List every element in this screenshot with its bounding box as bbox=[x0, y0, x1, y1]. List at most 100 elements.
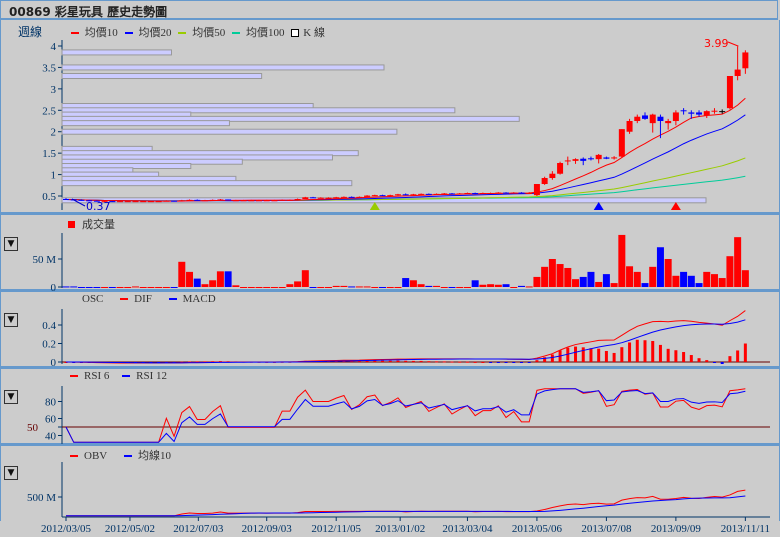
candle-body bbox=[587, 158, 594, 160]
obv-line bbox=[66, 489, 746, 517]
volume-bar bbox=[502, 284, 510, 287]
candle-body bbox=[665, 121, 672, 124]
macd-panel-menu-button[interactable]: ▼ bbox=[4, 313, 18, 327]
candle-body bbox=[209, 199, 216, 201]
legend-ma10[interactable]: 均價10 bbox=[70, 27, 118, 39]
price-axis-tick-label: 2 bbox=[51, 127, 57, 139]
volume-bar bbox=[355, 286, 363, 288]
obv-panel-menu-button[interactable]: ▼ bbox=[4, 466, 18, 480]
osc-bar bbox=[705, 360, 709, 362]
volume-axis-tick-label: 0 bbox=[51, 282, 57, 294]
volume-bar bbox=[139, 287, 147, 288]
legend-obv[interactable]: OBV bbox=[70, 450, 107, 462]
candle-body bbox=[201, 200, 208, 202]
osc-bar bbox=[489, 362, 493, 363]
volume-panel-menu-button[interactable]: ▼ bbox=[4, 237, 18, 251]
low-price-label: 0.37 bbox=[86, 200, 111, 213]
legend-dif[interactable]: DIF bbox=[120, 293, 152, 305]
candle-body bbox=[348, 196, 355, 198]
candle-body bbox=[703, 111, 710, 116]
volume-bar bbox=[548, 259, 556, 287]
osc-bar bbox=[427, 361, 431, 363]
legend-ma20[interactable]: 均價20 bbox=[124, 27, 172, 39]
volume-bar bbox=[332, 285, 340, 287]
candle-body bbox=[124, 201, 131, 203]
x-tick-label: 2013/09/09 bbox=[651, 523, 702, 535]
price-axis-tick-label: 1 bbox=[51, 170, 57, 182]
candle-body bbox=[626, 121, 633, 132]
rsi6-line bbox=[65, 388, 746, 443]
volume-bar bbox=[680, 271, 688, 287]
volume-bar bbox=[240, 287, 248, 288]
volume-bar bbox=[216, 271, 224, 287]
volume-bar bbox=[309, 287, 317, 288]
volume-bar bbox=[286, 284, 294, 287]
price-axis-tick-label: 2.5 bbox=[42, 105, 56, 117]
legend-osc[interactable]: OSC bbox=[82, 293, 104, 305]
volume-axis-tick-label: 50 M bbox=[32, 254, 56, 266]
macd-axis-tick-label: 0 bbox=[51, 357, 57, 369]
legend-ma100[interactable]: 均價100 bbox=[232, 27, 285, 39]
candle-body bbox=[310, 197, 317, 199]
volume-bar bbox=[572, 279, 580, 287]
legend-ma50[interactable]: 均價50 bbox=[178, 27, 225, 39]
x-tick-label: 2012/09/03 bbox=[242, 523, 293, 535]
price-axis-tick-label: 1.5 bbox=[42, 148, 56, 160]
legend-kline[interactable]: K 線 bbox=[291, 27, 325, 39]
volume-bar bbox=[734, 237, 742, 287]
x-tick-label: 2012/05/02 bbox=[105, 523, 155, 535]
volume-bar bbox=[695, 283, 703, 287]
osc-bar bbox=[350, 360, 354, 362]
osc-bar bbox=[736, 350, 740, 362]
legend-rsi12[interactable]: RSI 12 bbox=[122, 370, 167, 382]
volume-bar bbox=[93, 287, 101, 288]
volume-bar bbox=[186, 271, 194, 287]
legend-rsi6[interactable]: RSI 6 bbox=[70, 370, 109, 382]
volume-bar bbox=[155, 287, 163, 288]
candle-body bbox=[93, 200, 100, 202]
volume-bar bbox=[633, 271, 641, 287]
rsi-axis-tick-label: 80 bbox=[45, 397, 57, 409]
volume-bar bbox=[178, 261, 186, 287]
macd-legend: OSC DIF MACD bbox=[82, 293, 220, 305]
volume-bar bbox=[517, 285, 525, 287]
rsi-panel-menu-button[interactable]: ▼ bbox=[4, 390, 18, 404]
candle-body bbox=[240, 200, 247, 202]
volume-bar bbox=[301, 270, 309, 287]
signal-marker bbox=[593, 202, 604, 210]
candle-body bbox=[495, 192, 502, 194]
period-label[interactable]: 週線 bbox=[18, 25, 43, 39]
candle-body bbox=[78, 199, 85, 201]
osc-bar bbox=[628, 342, 632, 362]
candle-body bbox=[325, 197, 332, 199]
candle-body bbox=[340, 196, 347, 198]
osc-bar bbox=[604, 350, 608, 362]
candle-body bbox=[225, 199, 232, 201]
volume-legend: 成交量 bbox=[68, 216, 119, 232]
osc-bar bbox=[188, 361, 192, 363]
candle-body bbox=[564, 160, 571, 162]
candle-body bbox=[263, 200, 270, 202]
osc-bar bbox=[597, 348, 601, 362]
candle-body bbox=[510, 192, 517, 194]
osc-bar bbox=[450, 361, 454, 363]
rsi-legend: RSI 6 RSI 12 bbox=[70, 370, 171, 382]
volume-bar bbox=[718, 278, 726, 287]
osc-bar bbox=[674, 350, 678, 362]
volume-bar bbox=[348, 286, 356, 288]
candle-body bbox=[286, 199, 293, 201]
candle-body bbox=[742, 52, 749, 69]
candle-icon bbox=[291, 29, 300, 38]
volume-bar bbox=[479, 284, 487, 287]
legend-obv-ma10[interactable]: 均線10 bbox=[123, 450, 171, 462]
osc-bar bbox=[697, 358, 701, 362]
legend-macd[interactable]: MACD bbox=[168, 293, 216, 305]
volume-bar bbox=[70, 286, 78, 288]
osc-bar bbox=[574, 346, 578, 362]
osc-bar bbox=[720, 362, 724, 364]
osc-bar bbox=[728, 356, 732, 362]
candle-body bbox=[433, 193, 440, 195]
volume-bar bbox=[602, 274, 610, 287]
